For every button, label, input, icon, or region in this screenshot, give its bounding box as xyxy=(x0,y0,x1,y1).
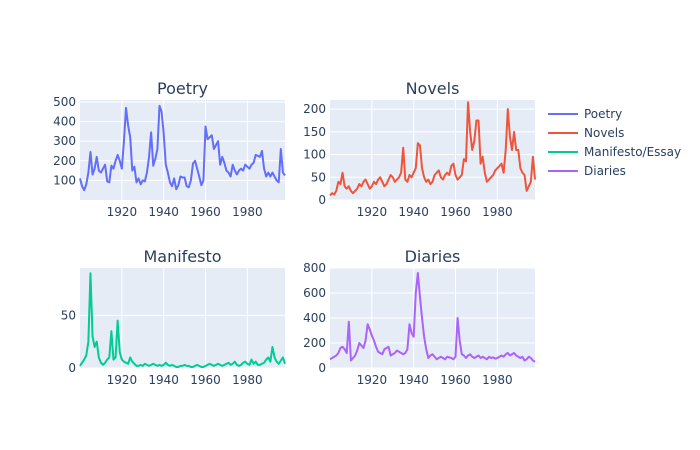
y-tick-label: 0 xyxy=(318,193,326,207)
x-tick-label: 1980 xyxy=(232,373,263,387)
plot-area-poetry xyxy=(80,100,285,200)
y-tick-label: 600 xyxy=(303,286,326,300)
legend-item-diaries[interactable]: Diaries xyxy=(548,164,626,178)
subplot-title-manifesto: Manifesto xyxy=(143,247,221,266)
subplot-title-poetry: Poetry xyxy=(157,79,208,98)
x-tick-label: 1920 xyxy=(107,205,138,219)
x-tick-label: 1960 xyxy=(440,373,471,387)
y-tick-label: 400 xyxy=(303,311,326,325)
legend-label: Novels xyxy=(584,126,624,140)
y-tick-label: 800 xyxy=(303,261,326,275)
legend-item-novels[interactable]: Novels xyxy=(548,126,624,140)
plot-area-manifesto xyxy=(80,268,285,368)
x-tick-label: 1960 xyxy=(190,373,221,387)
x-tick-label: 1980 xyxy=(482,373,513,387)
x-tick-label: 1940 xyxy=(398,205,429,219)
subplot-title-novels: Novels xyxy=(406,79,460,98)
y-tick-label: 50 xyxy=(61,308,76,322)
y-tick-label: 50 xyxy=(311,170,326,184)
x-tick-label: 1940 xyxy=(148,205,179,219)
legend-item-manifesto-essay[interactable]: Manifesto/Essay xyxy=(548,145,681,159)
legend: Poetry Novels Manifesto/Essay Diaries xyxy=(548,107,681,178)
y-tick-label: 0 xyxy=(68,361,76,375)
series-line-manifesto xyxy=(79,272,286,368)
series-line-poetry xyxy=(79,104,286,192)
y-tick-label: 500 xyxy=(53,95,76,109)
y-tick-label: 0 xyxy=(318,361,326,375)
x-tick-label: 1940 xyxy=(148,373,179,387)
subplot-novels: 1920 1940 1960 1980 0 50 100 150 200 Novels xyxy=(303,79,536,219)
x-tick-label: 1980 xyxy=(482,205,513,219)
legend-label: Poetry xyxy=(584,107,622,121)
y-tick-label: 100 xyxy=(53,173,76,187)
x-tick-label: 1920 xyxy=(357,205,388,219)
subplot-manifesto: 1920 1940 1960 1980 0 50 Manifesto xyxy=(61,247,286,387)
legend-label: Diaries xyxy=(584,164,626,178)
legend-label: Manifesto/Essay xyxy=(584,145,681,159)
x-tick-label: 1960 xyxy=(440,205,471,219)
y-tick-label: 100 xyxy=(303,148,326,162)
series-line-novels xyxy=(329,101,536,197)
plot-area-novels xyxy=(330,100,535,200)
subplot-diaries: 1920 1940 1960 1980 0 200 400 600 800 Diaries xyxy=(303,247,536,387)
x-tick-label: 1920 xyxy=(357,373,388,387)
y-tick-label: 200 xyxy=(53,154,76,168)
subplot-panels: 1920 1940 1960 1980100200300400500Poetry192… xyxy=(53,79,536,387)
y-tick-label: 200 xyxy=(303,102,326,116)
y-tick-label: 200 xyxy=(303,336,326,350)
y-tick-label: 300 xyxy=(53,134,76,148)
subplot-title-diaries: Diaries xyxy=(405,247,461,266)
x-tick-label: 1940 xyxy=(398,373,429,387)
y-tick-label: 400 xyxy=(53,115,76,129)
series-line-diaries xyxy=(329,272,536,363)
subplot-poetry: 1920 1940 1960 1980 100 200 300 400 500 Poetry xyxy=(53,79,286,219)
legend-item-poetry[interactable]: Poetry xyxy=(548,107,622,121)
x-tick-label: 1980 xyxy=(232,205,263,219)
x-tick-label: 1920 xyxy=(107,373,138,387)
y-tick-label: 150 xyxy=(303,125,326,139)
x-tick-label: 1960 xyxy=(190,205,221,219)
